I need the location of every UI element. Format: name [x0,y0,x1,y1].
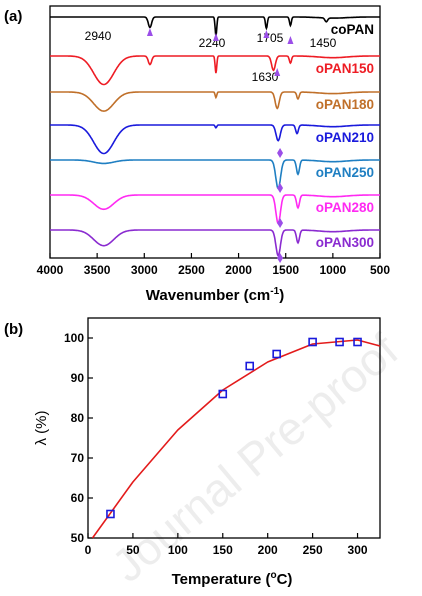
peak-label-2240: 2240 [199,36,226,50]
x-tick-label: 300 [348,543,368,557]
panel-a-frame [49,5,381,259]
panel-a-label: (a) [4,8,22,25]
x-tick-label: 150 [213,543,233,557]
data-point [335,337,344,347]
series-label-opan150: oPAN150 [316,61,374,76]
data-point [308,337,317,347]
panel-b-fit [91,339,381,539]
data-point [245,361,255,371]
data-point [272,349,281,359]
peak-marker [212,33,219,41]
fit-curve [91,339,381,539]
spectrum-line-opan210 [50,124,380,155]
spectrum-line-copan [50,16,380,37]
peak-marker [277,148,284,158]
x-tick-label: 4000 [37,263,64,277]
peak-label-1705: 1705 [257,31,284,45]
panel-b-label: (b) [4,321,23,338]
panel-a-x-ticks: 4000 3500 3000 2500 2000 1500 1000 500 [37,253,390,277]
y-tick-label: 70 [71,451,85,465]
panel-b-x-axis-title: Temperature (oC) [172,570,293,588]
x-tick-label: 200 [258,543,278,557]
y-tick-label: 90 [71,371,85,385]
panel-a-series [50,16,380,258]
spectrum-line-opan250 [50,159,380,190]
peak-marker [287,36,294,44]
peak-marker [274,68,281,76]
x-tick-label: 500 [370,263,390,277]
spectrum-line-opan150 [50,55,380,86]
data-point [353,337,362,347]
series-label-copan: coPAN [331,22,374,37]
panel-b-points [106,337,362,519]
y-tick-label: 50 [71,531,85,545]
data-point [218,389,228,399]
peak-marker [277,218,284,228]
y-tick-label: 100 [64,331,84,345]
x-tick-label: 1500 [272,263,299,277]
peak-marker [277,253,284,263]
peak-label-2940: 2940 [85,29,112,43]
panel-a-series-labels: coPAN oPAN150 oPAN180 oPAN210 oPAN250 oPAN280… [316,22,374,250]
x-tick-label: 1000 [320,263,347,277]
x-tick-label: 250 [303,543,323,557]
peak-marker [146,28,153,36]
spectrum-line-opan180 [50,91,380,112]
peak-label-1450: 1450 [310,36,337,50]
x-tick-label: 0 [85,543,92,557]
y-tick-label: 60 [71,491,85,505]
peak-marker [263,30,270,38]
x-tick-label: 100 [168,543,188,557]
x-tick-label: 2000 [225,263,252,277]
series-label-opan300: oPAN300 [316,235,374,250]
x-tick-label: 2500 [178,263,205,277]
panel-b-y-axis-title: λ (%) [33,411,50,446]
y-tick-label: 80 [71,411,85,425]
panel-a: (a) 4000 3500 3000 2500 2000 1500 1000 500 coPA… [4,5,390,304]
spectrum-line-opan300 [50,229,380,258]
series-label-opan280: oPAN280 [316,200,374,215]
panel-a-x-axis-title: Wavenumber (cm-1) [146,286,284,304]
data-point [106,509,115,519]
spectrum-line-opan280 [50,194,380,225]
panel-b-frame [87,317,381,539]
x-tick-label: 50 [126,543,140,557]
peak-marker [277,183,284,193]
panel-a-peak-annotations: 2940 2240 1705 1450 1630 [85,28,337,263]
x-tick-label: 3500 [84,263,111,277]
peak-label-1630: 1630 [252,70,279,84]
series-label-opan250: oPAN250 [316,165,374,180]
series-label-opan180: oPAN180 [316,97,374,112]
series-label-opan210: oPAN210 [316,130,374,145]
x-tick-label: 3000 [131,263,158,277]
